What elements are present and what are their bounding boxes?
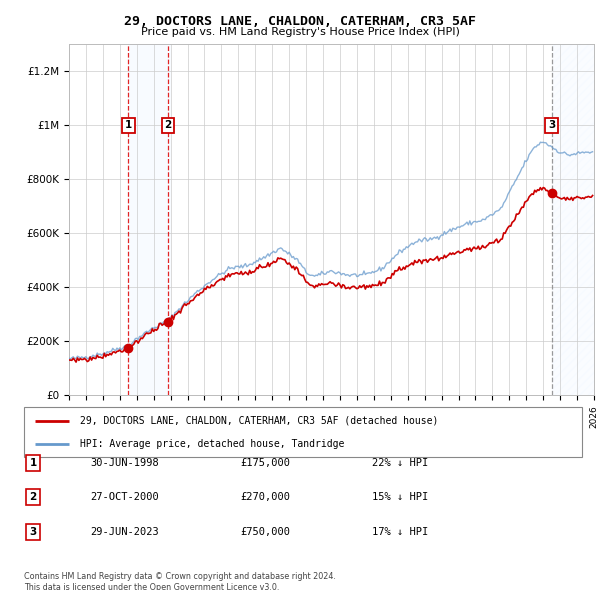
Text: 2: 2 [29, 493, 37, 502]
Text: 29, DOCTORS LANE, CHALDON, CATERHAM, CR3 5AF: 29, DOCTORS LANE, CHALDON, CATERHAM, CR3… [124, 15, 476, 28]
Text: 22% ↓ HPI: 22% ↓ HPI [372, 458, 428, 468]
Text: £270,000: £270,000 [240, 493, 290, 502]
Text: 29-JUN-2023: 29-JUN-2023 [90, 527, 159, 536]
Text: £175,000: £175,000 [240, 458, 290, 468]
Bar [128, 44, 170, 395]
Text: 1: 1 [125, 120, 132, 130]
Text: 15% ↓ HPI: 15% ↓ HPI [372, 493, 428, 502]
Text: Contains HM Land Registry data © Crown copyright and database right 2024.: Contains HM Land Registry data © Crown c… [24, 572, 336, 581]
Text: 3: 3 [29, 527, 37, 536]
Bar [551, 44, 594, 395]
FancyBboxPatch shape [24, 407, 582, 457]
Text: Price paid vs. HM Land Registry's House Price Index (HPI): Price paid vs. HM Land Registry's House … [140, 27, 460, 37]
Text: This data is licensed under the Open Government Licence v3.0.: This data is licensed under the Open Gov… [24, 583, 280, 590]
Text: £750,000: £750,000 [240, 527, 290, 536]
Text: 2: 2 [164, 120, 172, 130]
Text: 17% ↓ HPI: 17% ↓ HPI [372, 527, 428, 536]
Text: 29, DOCTORS LANE, CHALDON, CATERHAM, CR3 5AF (detached house): 29, DOCTORS LANE, CHALDON, CATERHAM, CR3… [80, 415, 438, 425]
Text: HPI: Average price, detached house, Tandridge: HPI: Average price, detached house, Tand… [80, 439, 344, 449]
Text: 1: 1 [29, 458, 37, 468]
Text: 3: 3 [548, 120, 555, 130]
Text: 27-OCT-2000: 27-OCT-2000 [90, 493, 159, 502]
Text: 30-JUN-1998: 30-JUN-1998 [90, 458, 159, 468]
